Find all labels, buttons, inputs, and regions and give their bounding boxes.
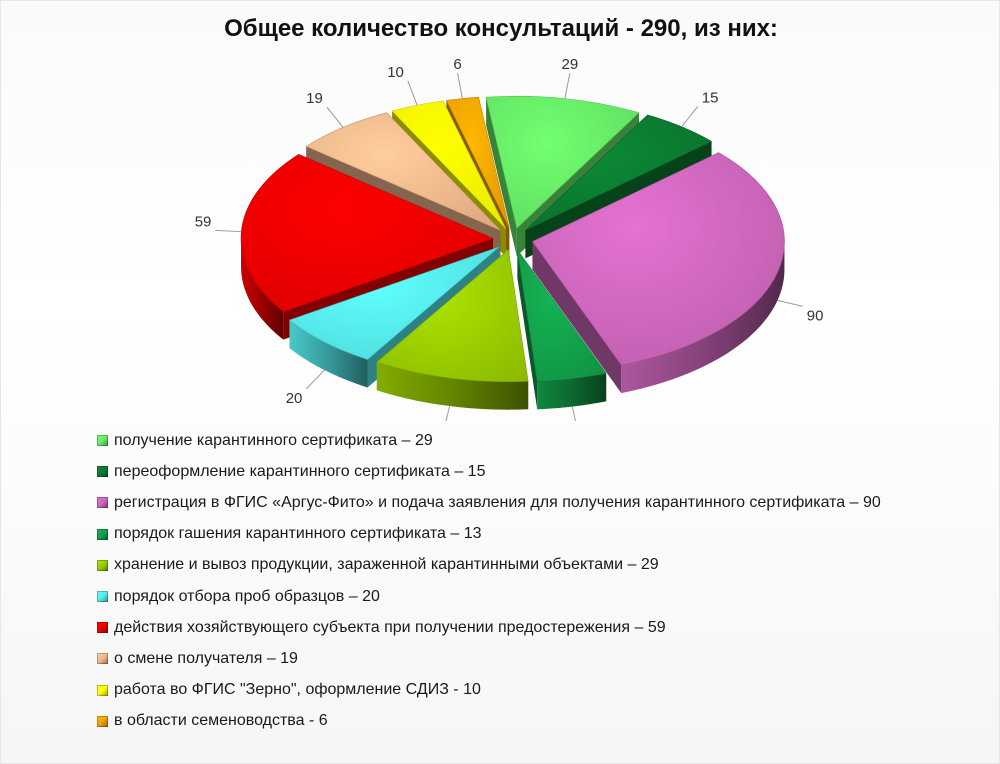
- legend-label-6: действия хозяйствующего субъекта при пол…: [114, 618, 666, 636]
- legend-swatch-1: [97, 466, 108, 478]
- pie-wall-end-2: [532, 241, 622, 394]
- pie-data-label-5: 20: [286, 390, 303, 407]
- chart-legend: получение карантинного сертификата – 29 п…: [97, 425, 881, 737]
- legend-swatch-8: [97, 684, 108, 696]
- pie-slice-6: [240, 154, 494, 312]
- legend-swatch-4: [97, 559, 108, 571]
- legend-swatch-7: [97, 653, 108, 665]
- pie-side-5: [289, 320, 368, 388]
- pie-data-label-1: 15: [702, 89, 719, 106]
- pie-leader-line-6: [215, 229, 242, 233]
- pie-wall-end-3: [517, 249, 538, 410]
- pie-leader-line-3: [571, 406, 577, 421]
- legend-swatch-2: [97, 497, 108, 509]
- legend-label-7: о смене получателя – 19: [114, 649, 298, 667]
- pie-leader-line-9: [457, 72, 463, 99]
- legend-item-7: о смене получателя – 19: [97, 643, 881, 674]
- chart-title: Общее количество консультаций - 290, из …: [224, 15, 778, 42]
- pie-leader-line-8: [407, 80, 418, 106]
- legend-item-5: порядок отбора проб образцов – 20: [97, 581, 881, 612]
- pie-slice-5: [288, 246, 500, 360]
- legend-item-1: переоформление карантинного сертификата …: [97, 456, 881, 487]
- legend-item-2: регистрация в ФГИС «Аргус-Фито» и подача…: [97, 487, 881, 518]
- legend-swatch-0: [97, 435, 108, 447]
- pie-data-label-9: 6: [453, 56, 461, 73]
- pie-side-4: [376, 362, 529, 410]
- pie-data-label-8: 10: [387, 64, 404, 81]
- pie-data-label-2: 90: [807, 307, 824, 324]
- legend-label-4: хранение и вывоз продукции, зараженной к…: [114, 556, 659, 574]
- legend-item-9: в области семеноводства - 6: [97, 706, 881, 737]
- pie-wall-start-0: [486, 97, 517, 257]
- pie-leader-line-7: [326, 106, 344, 128]
- legend-label-3: порядок гашения карантинного сертификата…: [114, 525, 482, 543]
- legend-item-3: порядок гашения карантинного сертификата…: [97, 519, 881, 550]
- legend-swatch-6: [97, 622, 108, 634]
- pie-side-6: [241, 238, 284, 340]
- pie-data-label-0: 29: [562, 56, 579, 73]
- legend-label-8: работа во ФГИС "Зерно", оформление СДИЗ …: [114, 681, 481, 699]
- pie-leader-line-5: [306, 369, 325, 390]
- legend-item-8: работа во ФГИС "Зерно", оформление СДИЗ …: [97, 675, 881, 706]
- pie-leader-line-1: [681, 106, 699, 128]
- legend-item-0: получение карантинного сертификата – 29: [97, 425, 881, 456]
- pie-slice-7: [305, 112, 501, 231]
- pie-leader-line-0: [564, 73, 571, 99]
- legend-label-1: переоформление карантинного сертификата …: [114, 462, 486, 480]
- legend-label-0: получение карантинного сертификата – 29: [114, 431, 433, 449]
- pie-data-label-6: 59: [195, 213, 212, 230]
- legend-swatch-9: [97, 715, 108, 727]
- legend-swatch-3: [97, 528, 108, 540]
- pie-slice-2: [531, 152, 785, 366]
- pie-leader-line-2: [777, 299, 803, 307]
- pie-slice-1: [525, 114, 713, 231]
- pie-data-label-7: 19: [306, 90, 323, 107]
- legend-label-5: порядок отбора проб образцов – 20: [114, 587, 380, 605]
- legend-swatch-5: [97, 591, 108, 603]
- pie-tops: [240, 95, 785, 382]
- pie-side-2: [621, 241, 785, 394]
- pie-slice-3: [517, 249, 607, 382]
- legend-label-2: регистрация в ФГИС «Аргус-Фито» и подача…: [114, 493, 881, 511]
- pie-labels: 2915901329205919106: [195, 56, 824, 421]
- pie-side-3: [537, 373, 607, 410]
- pie-chart: 2915901329205919106: [195, 56, 824, 421]
- legend-item-6: действия хозяйствующего субъекта при пол…: [97, 612, 881, 643]
- pie-leader-line-4: [445, 405, 451, 421]
- legend-item-4: хранение и вывоз продукции, зараженной к…: [97, 550, 881, 581]
- pie-slice-4: [376, 249, 529, 382]
- legend-label-9: в области семеноводства - 6: [114, 712, 328, 730]
- pie-slice-8: [391, 100, 507, 229]
